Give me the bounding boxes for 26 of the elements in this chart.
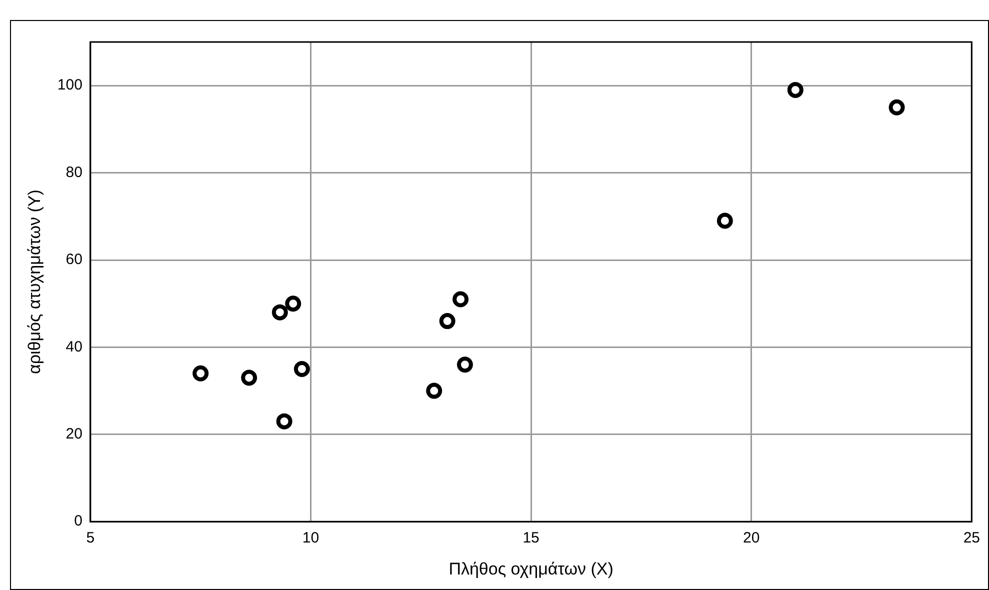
point: [426, 382, 442, 399]
point: [294, 361, 310, 377]
point: [192, 365, 209, 382]
y-tick-label: 0: [74, 512, 82, 530]
point: [439, 313, 456, 330]
y-tick-label: 80: [66, 164, 82, 181]
y-tick-label: 20: [66, 426, 82, 443]
x-axis-title: Πλήθος οχημάτων (X): [448, 559, 614, 578]
x-tick-label: 15: [522, 530, 540, 547]
x-tick-label: 20: [743, 530, 760, 547]
point: [888, 99, 905, 116]
point: [285, 296, 302, 312]
point: [452, 291, 469, 308]
point: [456, 356, 473, 373]
point: [241, 370, 258, 386]
point: [716, 212, 733, 229]
y-tick-label: 100: [57, 76, 82, 94]
x-tick-label: 5: [86, 530, 95, 547]
point: [272, 304, 288, 320]
x-tick-label: 10: [302, 530, 320, 547]
point: [276, 413, 292, 430]
y-tick-label: 60: [66, 251, 82, 268]
y-axis-title: αριθμός ατυχημάτων (Y): [24, 190, 44, 374]
point: [787, 82, 804, 98]
x-tick-label: 25: [963, 530, 980, 547]
y-tick-label: 40: [66, 338, 82, 356]
